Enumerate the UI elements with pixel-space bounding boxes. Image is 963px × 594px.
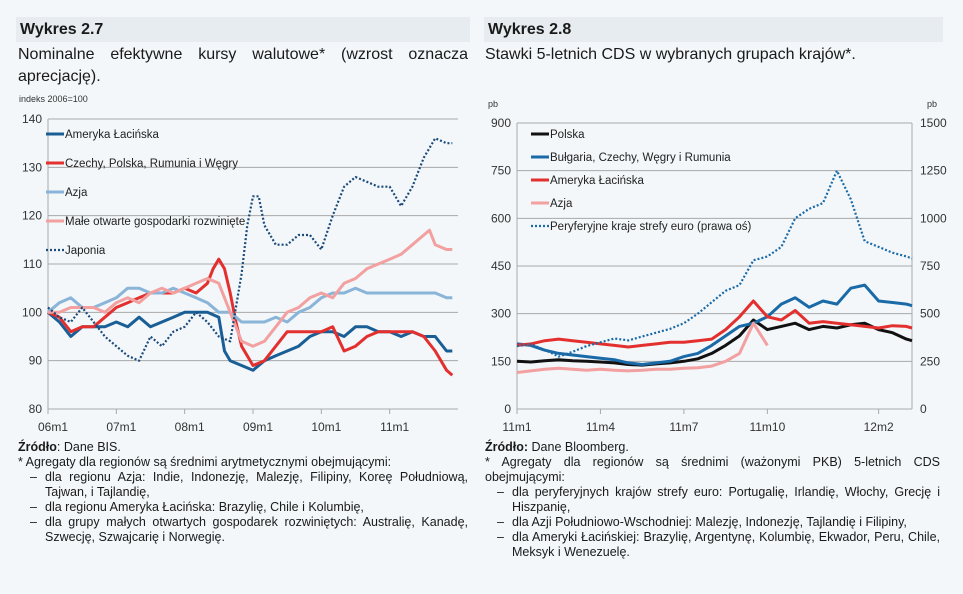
- footnote-list: dla peryferyjnych krajów strefy euro: Po…: [485, 485, 940, 560]
- legend-label: Azja: [550, 198, 573, 210]
- footnote: * Agregaty dla regionów są średnimi aryt…: [18, 455, 392, 469]
- figure-source: Źródło: Dane Bloomberg. * Agregaty dla r…: [485, 440, 940, 560]
- source-text: Dane Bloomberg.: [528, 440, 629, 454]
- footnote: * Agregaty dla regionów są średnimi (waż…: [485, 455, 940, 484]
- series-line: [516, 299, 913, 349]
- y-tick-label: 600: [491, 211, 511, 225]
- x-tick-label: 06m1: [38, 420, 68, 434]
- y2-tick-label: 1500: [920, 116, 947, 130]
- footnote-item: dla peryferyjnych krajów strefy euro: Po…: [485, 485, 940, 515]
- series-line: [516, 283, 913, 366]
- y-tick-label: 120: [22, 209, 42, 223]
- series-line: [516, 321, 769, 374]
- footnote-item: dla Azji Południowo-Wschodniej: Malezję,…: [485, 515, 940, 530]
- series-line: [516, 169, 913, 358]
- y-tick-label: 110: [23, 257, 42, 271]
- y-tick-label: 90: [29, 354, 43, 368]
- footnote-item: dla regionu Azja: Indie, Indonezję, Male…: [18, 470, 468, 500]
- x-tick-label: 07m1: [106, 420, 136, 434]
- y-tick-label: 130: [22, 160, 42, 174]
- legend-label: Ameryka Łacińska: [65, 129, 160, 141]
- series-line: [47, 286, 453, 324]
- source-label: Źródło: [18, 440, 57, 454]
- x-tick-label: 11m1: [502, 420, 531, 434]
- figure-header: Wykres 2.8: [484, 17, 943, 42]
- figure-subtitle: Stawki 5-letnich CDS w wybranych grupach…: [485, 46, 856, 63]
- x-tick-label: 09m1: [243, 420, 273, 434]
- y-tick-label: 300: [491, 307, 511, 321]
- footnote-item: dla Ameryki Łacińskiej: Brazylię, Argent…: [485, 530, 940, 560]
- y-tick-label: 80: [29, 402, 43, 416]
- legend-label: Czechy, Polska, Rumunia i Węgry: [65, 158, 238, 170]
- line-chart-exchange-rates: 80 90 100 110 120 130 140 06m1 07m1 08m1 09m1 10m1 1…: [22, 112, 458, 434]
- y-tick-label: 140: [22, 112, 42, 126]
- y-tick-label: 750: [491, 164, 511, 178]
- x-tick-label: 08m1: [175, 420, 205, 434]
- y-tick-label: 150: [491, 354, 511, 368]
- legend-label: Azja: [65, 187, 88, 199]
- legend-label: Małe otwarte gospodarki rozwinięte: [65, 216, 245, 228]
- footnote-item: dla regionu Ameryka Łacińska: Brazylię, …: [18, 500, 468, 515]
- footnote-item: dla grupy małych otwartych gospodarek ro…: [18, 515, 468, 545]
- y-axis-unit: indeks 2006=100: [19, 94, 88, 104]
- y-axis-unit-left: pb: [488, 99, 499, 109]
- legend-label: Bułgaria, Czechy, Węgry i Rumunia: [550, 152, 731, 164]
- source-text: : Dane BIS.: [56, 440, 121, 454]
- y2-tick-label: 500: [920, 307, 940, 321]
- source-label: Źródło:: [485, 440, 529, 454]
- x-tick-label: 10m1: [311, 420, 341, 434]
- legend-label: Japonia: [65, 245, 106, 257]
- x-tick-label: 11m7: [669, 420, 698, 434]
- y2-tick-label: 250: [920, 354, 940, 368]
- y2-tick-label: 750: [920, 259, 940, 273]
- y-axis-unit-right: pb: [927, 99, 938, 109]
- y2-tick-label: 1000: [920, 211, 947, 225]
- figure-header: Wykres 2.7: [16, 17, 470, 42]
- x-tick-label: 11m4: [586, 420, 615, 434]
- x-tick-label: 12m2: [864, 420, 894, 434]
- series-line: [48, 228, 453, 348]
- y-tick-label: 100: [22, 305, 42, 319]
- series-line: [47, 257, 454, 377]
- y2-tick-label: 1250: [920, 164, 947, 178]
- legend-label: Peryferyjne kraje strefy euro (prawa oś): [550, 221, 751, 233]
- y-tick-label: 0: [504, 402, 511, 416]
- x-tick-label: 11m1: [380, 420, 409, 434]
- footnote-list: dla regionu Azja: Indie, Indonezję, Male…: [18, 470, 468, 545]
- series-line: [47, 137, 453, 362]
- y-tick-label: 450: [491, 259, 511, 273]
- legend-label: Ameryka Łacińska: [550, 175, 645, 187]
- x-tick-label: 11m10: [749, 420, 785, 434]
- figure-source: Źródło: Dane BIS. * Agregaty dla regionó…: [18, 440, 468, 545]
- y2-tick-label: 0: [920, 402, 927, 416]
- legend-label: Polska: [550, 129, 585, 141]
- figure-subtitle: Nominalne efektywne kursy walutowe* (wzr…: [18, 46, 468, 85]
- line-chart-cds-spreads: 0 150 300 450 600 750 900 0 250 500 750 1000 1250 150…: [491, 116, 947, 434]
- y-tick-label: 900: [491, 116, 511, 130]
